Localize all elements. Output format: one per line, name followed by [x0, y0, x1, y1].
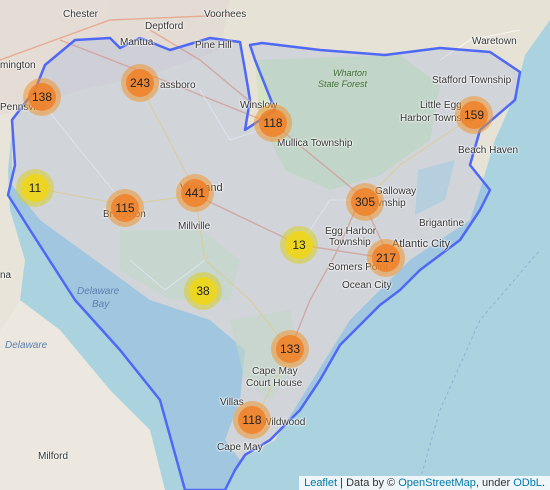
- place-label: Pine Hill: [195, 40, 232, 51]
- marker-cluster[interactable]: 217: [367, 239, 405, 277]
- cluster-count: 305: [351, 188, 379, 216]
- marker-cluster[interactable]: 441: [176, 174, 214, 212]
- place-label: Delaware: [77, 286, 120, 297]
- cluster-count: 38: [189, 277, 217, 305]
- place-label: Milford: [38, 451, 69, 462]
- place-label: Villas: [220, 397, 244, 408]
- forest-area: [255, 55, 440, 190]
- cluster-count: 13: [285, 231, 313, 259]
- shipping-lane: [419, 249, 541, 481]
- place-label: Chester: [63, 9, 99, 20]
- place-label: Harbor Township: [400, 113, 475, 124]
- place-label: Somers Point: [328, 262, 389, 273]
- place-label: Cape May: [252, 366, 298, 377]
- place-label: Township: [329, 237, 371, 248]
- place-label: mington: [0, 60, 36, 71]
- cluster-count: 118: [259, 109, 287, 137]
- place-label: Egg Harbor: [325, 226, 377, 237]
- cluster-count: 118: [238, 406, 266, 434]
- place-label: Beach Haven: [458, 145, 519, 156]
- marker-cluster[interactable]: 13: [280, 226, 318, 264]
- cluster-count: 243: [126, 69, 154, 97]
- place-label: Wildwood: [262, 417, 306, 428]
- place-label: Bay: [92, 299, 110, 310]
- marker-cluster[interactable]: 133: [271, 330, 309, 368]
- region-boundary: [6, 36, 522, 490]
- place-label: assboro: [160, 80, 196, 91]
- cluster-count: 217: [372, 244, 400, 272]
- place-label: Atlantic City: [392, 238, 451, 250]
- place-label: Galloway: [375, 186, 417, 197]
- place-label: Delaware: [5, 340, 48, 351]
- place-label: Stafford Township: [432, 75, 512, 86]
- attribution: Leaflet | Data by © OpenStreetMap, under…: [299, 476, 550, 490]
- marker-cluster[interactable]: 243: [121, 64, 159, 102]
- place-label: Winslow: [240, 100, 278, 111]
- cluster-count: 133: [276, 335, 304, 363]
- place-label: Ocean City: [342, 280, 392, 291]
- attribution-text-1: | Data by ©: [337, 477, 399, 489]
- marker-cluster[interactable]: 11: [16, 169, 54, 207]
- leaflet-link[interactable]: Leaflet: [304, 477, 338, 489]
- place-label: Township: [364, 198, 406, 209]
- marker-cluster[interactable]: 38: [184, 272, 222, 310]
- place-label: Deptford: [145, 21, 184, 32]
- land-delmarva: [0, 300, 165, 490]
- place-label: Court House: [246, 378, 303, 389]
- cluster-count: 441: [181, 179, 209, 207]
- marker-cluster[interactable]: 305: [346, 183, 384, 221]
- place-label: Voorhees: [204, 9, 247, 20]
- place-label: Cape May: [217, 442, 263, 453]
- place-label: Pennsville: [0, 102, 46, 113]
- place-label: Mullica Township: [277, 138, 353, 149]
- place-label: State Forest: [318, 79, 368, 89]
- marker-cluster[interactable]: 118: [254, 104, 292, 142]
- attribution-text-3: .: [541, 477, 545, 489]
- odbl-link[interactable]: ODbL: [513, 477, 542, 489]
- marker-cluster[interactable]: 118: [233, 401, 271, 439]
- osm-link[interactable]: OpenStreetMap: [398, 477, 476, 489]
- marker-cluster[interactable]: 138: [23, 78, 61, 116]
- attribution-text-2: , under: [475, 477, 514, 489]
- place-label: Mantua: [120, 37, 154, 48]
- place-label: Waretown: [472, 36, 517, 47]
- place-label: Little Egg: [420, 100, 462, 111]
- place-label: Millville: [178, 221, 211, 232]
- cluster-count: 159: [460, 101, 488, 129]
- back-bay: [415, 160, 455, 215]
- cluster-count: 11: [21, 174, 49, 202]
- place-label: na: [0, 270, 12, 281]
- marker-cluster[interactable]: 115: [106, 189, 144, 227]
- cluster-count: 138: [28, 83, 56, 111]
- place-label: Wharton: [333, 68, 368, 78]
- place-label: Brigantine: [419, 218, 465, 229]
- cluster-count: 115: [111, 194, 139, 222]
- marker-cluster[interactable]: 159: [455, 96, 493, 134]
